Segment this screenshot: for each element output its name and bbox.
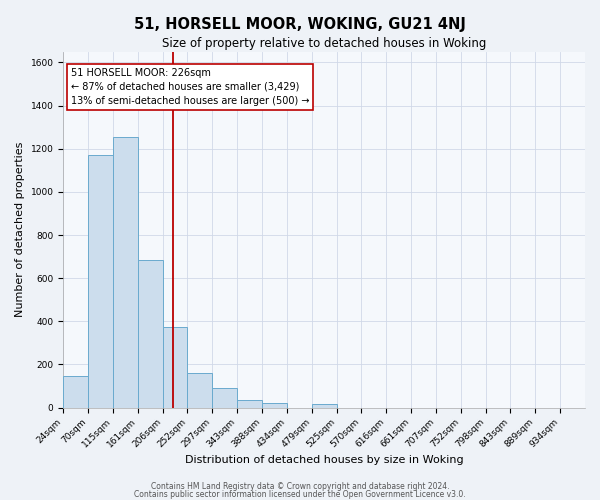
- Bar: [262, 404, 287, 407]
- Bar: [187, 373, 212, 408]
- Text: Contains HM Land Registry data © Crown copyright and database right 2024.: Contains HM Land Registry data © Crown c…: [151, 482, 449, 491]
- Bar: [113, 137, 138, 407]
- Bar: [63, 376, 88, 408]
- Text: Contains public sector information licensed under the Open Government Licence v3: Contains public sector information licen…: [134, 490, 466, 499]
- Text: 51 HORSELL MOOR: 226sqm
← 87% of detached houses are smaller (3,429)
13% of semi: 51 HORSELL MOOR: 226sqm ← 87% of detache…: [71, 68, 310, 106]
- Bar: [88, 155, 113, 407]
- Text: 51, HORSELL MOOR, WOKING, GU21 4NJ: 51, HORSELL MOOR, WOKING, GU21 4NJ: [134, 18, 466, 32]
- Bar: [312, 404, 337, 407]
- Bar: [237, 400, 262, 407]
- Y-axis label: Number of detached properties: Number of detached properties: [15, 142, 25, 318]
- Bar: [212, 388, 237, 407]
- X-axis label: Distribution of detached houses by size in Woking: Distribution of detached houses by size …: [185, 455, 463, 465]
- Title: Size of property relative to detached houses in Woking: Size of property relative to detached ho…: [162, 38, 487, 51]
- Bar: [138, 260, 163, 408]
- Bar: [163, 326, 187, 407]
